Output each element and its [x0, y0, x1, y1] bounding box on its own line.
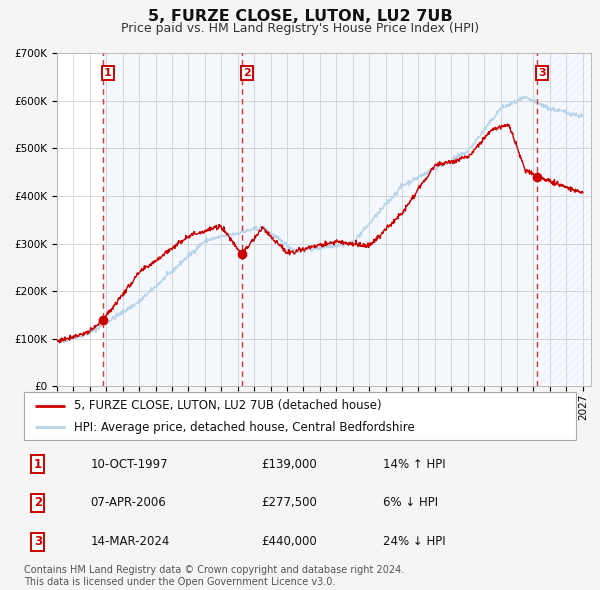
Text: 3: 3 — [538, 68, 546, 78]
Text: £139,000: £139,000 — [262, 458, 317, 471]
Text: 5, FURZE CLOSE, LUTON, LU2 7UB: 5, FURZE CLOSE, LUTON, LU2 7UB — [148, 9, 452, 24]
Bar — [103, 53, 242, 386]
Text: 14% ↑ HPI: 14% ↑ HPI — [383, 458, 445, 471]
Text: HPI: Average price, detached house, Central Bedfordshire: HPI: Average price, detached house, Cent… — [74, 421, 415, 434]
Text: 2: 2 — [34, 496, 42, 510]
Text: £440,000: £440,000 — [262, 535, 317, 548]
Text: Contains HM Land Registry data © Crown copyright and database right 2024.
This d: Contains HM Land Registry data © Crown c… — [24, 565, 404, 587]
Text: Price paid vs. HM Land Registry's House Price Index (HPI): Price paid vs. HM Land Registry's House … — [121, 22, 479, 35]
Bar — [242, 53, 537, 386]
Text: 07-APR-2006: 07-APR-2006 — [90, 496, 166, 510]
Text: 1: 1 — [104, 68, 112, 78]
Bar — [537, 53, 591, 386]
Text: 3: 3 — [34, 535, 42, 548]
Text: 5, FURZE CLOSE, LUTON, LU2 7UB (detached house): 5, FURZE CLOSE, LUTON, LU2 7UB (detached… — [74, 399, 382, 412]
Text: 10-OCT-1997: 10-OCT-1997 — [90, 458, 168, 471]
Text: 1: 1 — [34, 458, 42, 471]
Text: £277,500: £277,500 — [262, 496, 317, 510]
Text: 24% ↓ HPI: 24% ↓ HPI — [383, 535, 445, 548]
Text: 14-MAR-2024: 14-MAR-2024 — [90, 535, 170, 548]
Text: 2: 2 — [244, 68, 251, 78]
Text: 6% ↓ HPI: 6% ↓ HPI — [383, 496, 438, 510]
